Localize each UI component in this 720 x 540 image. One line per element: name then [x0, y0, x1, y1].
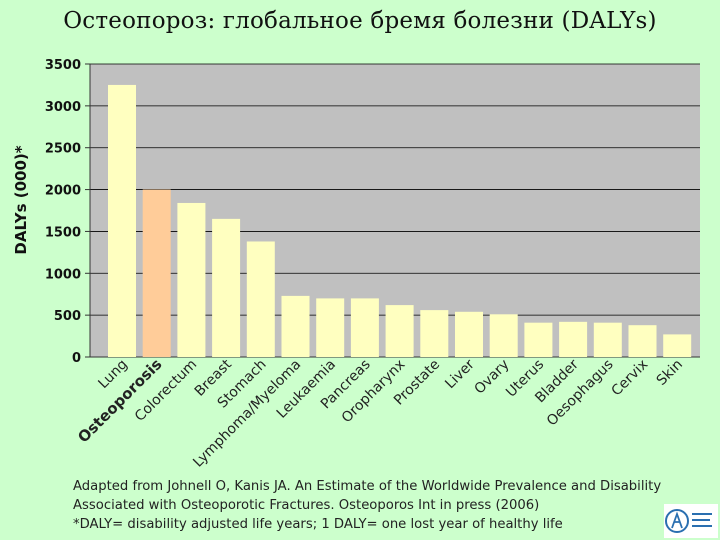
- bar-bladder: [559, 321, 588, 357]
- y-tick-label: 1000: [45, 267, 81, 282]
- bar-lymphoma-myeloma: [281, 295, 310, 357]
- bar-pancreas: [350, 298, 379, 357]
- y-tick-label: 2000: [45, 184, 81, 199]
- x-tick-label: Skin: [654, 357, 686, 389]
- y-tick-label: 0: [72, 351, 81, 366]
- citation-line-2: Associated with Osteoporotic Fractures. …: [73, 498, 540, 513]
- x-tick-label: Cervix: [608, 357, 651, 400]
- bar-skin: [663, 334, 692, 357]
- bar-breast: [212, 218, 241, 357]
- y-tick-labels: 0 500 1000 1500 2000 2500 3000 3500: [45, 58, 81, 366]
- slide-title: Остеопороз: глобальное бремя болезни (DA…: [63, 8, 657, 34]
- y-axis-label: DALYs (000)*: [12, 145, 30, 254]
- bar-oesophagus: [593, 322, 622, 357]
- y-tick-label: 1500: [45, 225, 81, 240]
- bars: [108, 84, 692, 357]
- bar-lung: [108, 84, 136, 357]
- x-tick-labels: LungOsteoporosisColorectumBreastStomachL…: [74, 355, 686, 470]
- bar-oropharynx: [385, 305, 414, 357]
- organization-logo: [664, 504, 718, 538]
- bar-colorectum: [177, 202, 206, 357]
- bar-liver: [455, 311, 483, 357]
- bar-cervix: [628, 325, 657, 357]
- bar-stomach: [246, 241, 275, 357]
- y-tick-label: 500: [54, 309, 81, 324]
- daly-definition: *DALY= disability adjusted life years; 1…: [73, 517, 563, 532]
- bar-ovary: [489, 314, 518, 357]
- y-tick-label: 3000: [45, 100, 81, 115]
- y-tick-label: 2500: [45, 142, 81, 157]
- bar-uterus: [524, 322, 553, 357]
- bar-chart: 0 500 1000 1500 2000 2500 3000 3500 LungOsteopo…: [12, 58, 700, 470]
- y-tick-label: 3500: [45, 58, 81, 73]
- bar-osteoporosis: [142, 189, 171, 357]
- citation-line-1: Adapted from Johnell O, Kanis JA. An Est…: [73, 479, 662, 494]
- bar-prostate: [420, 310, 449, 357]
- bar-leukaemia: [316, 298, 345, 357]
